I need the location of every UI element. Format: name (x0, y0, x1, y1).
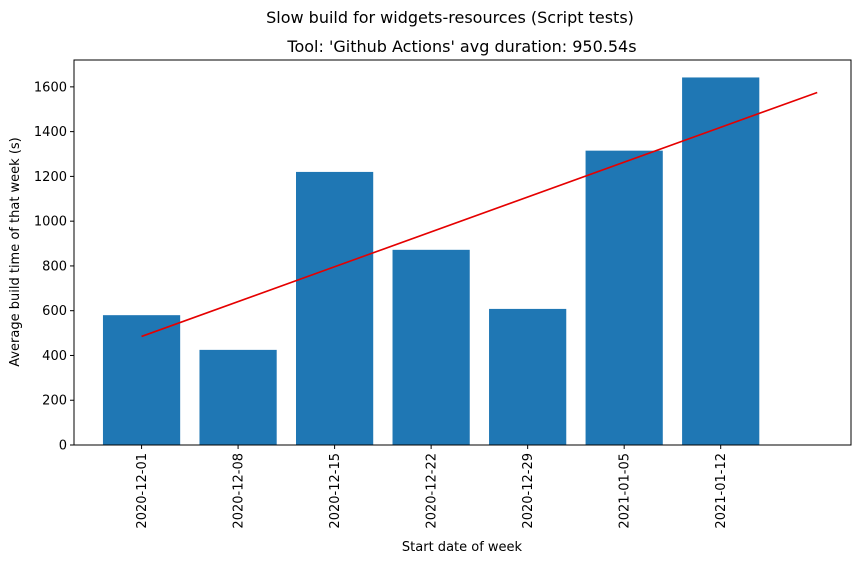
figure-suptitle: Slow build for widgets-resources (Script… (266, 8, 634, 27)
y-tick-label: 800 (42, 259, 67, 274)
y-axis-label: Average build time of that week (s) (8, 137, 23, 367)
x-axis-label: Start date of week (402, 540, 523, 555)
y-tick-label: 400 (42, 349, 67, 364)
chart-title: Tool: 'Github Actions' avg duration: 950… (286, 37, 636, 56)
x-tick-label: 2021-01-12 (714, 453, 729, 529)
x-tick-label: 2020-12-01 (135, 453, 150, 529)
bar-2020-12-15 (296, 171, 374, 445)
y-tick-label: 200 (42, 394, 67, 409)
bar-2020-12-01 (102, 315, 181, 445)
x-tick-label: 2020-12-29 (521, 453, 536, 529)
y-tick-label: 1400 (34, 125, 67, 140)
y-tick-label: 600 (42, 304, 67, 319)
x-tick-label: 2020-12-22 (425, 453, 440, 529)
bar-2021-01-05 (585, 150, 663, 446)
plot-area: 0 200 400 600 800 1000 1200 1400 1600 2020-12-01 2… (34, 77, 818, 529)
axes-frame (73, 59, 852, 446)
x-tick-label: 2020-12-08 (232, 453, 247, 529)
bar-2020-12-22 (392, 249, 470, 445)
x-tick-label: 2021-01-05 (618, 453, 633, 529)
bar-2021-01-12 (682, 77, 760, 446)
bar-2020-12-29 (489, 308, 567, 445)
y-tick-label: 0 (59, 439, 67, 454)
y-tick-label: 1200 (34, 170, 67, 185)
y-tick-label: 1000 (34, 215, 67, 230)
bar-2020-12-08 (199, 349, 277, 445)
y-tick-label: 1600 (34, 80, 67, 95)
trend-line (141, 91, 818, 338)
x-tick-label: 2020-12-15 (328, 453, 343, 529)
